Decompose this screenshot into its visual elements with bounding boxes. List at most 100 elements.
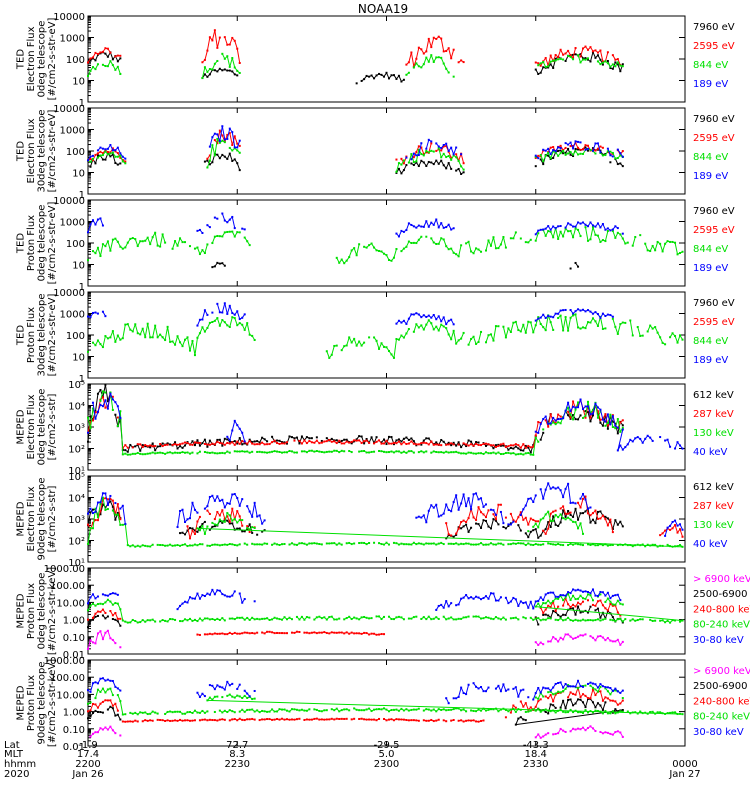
- data-segment: [403, 320, 407, 325]
- data-segment: [309, 440, 313, 443]
- data-segment: [622, 446, 626, 450]
- data-segment: [301, 436, 305, 441]
- data-segment: [189, 452, 193, 455]
- data-segment: [202, 521, 206, 525]
- data-segment: [478, 331, 482, 343]
- data-segment: [420, 325, 425, 330]
- data-segment: [440, 324, 444, 327]
- data-segment: [135, 545, 138, 548]
- data-segment: [102, 148, 106, 150]
- data-segment: [420, 49, 425, 54]
- data-segment: [550, 511, 554, 515]
- data-segment: [353, 247, 358, 256]
- data-segment: [411, 441, 415, 445]
- data-segment: [99, 389, 104, 397]
- data-segment: [542, 314, 547, 319]
- data-segment: [545, 230, 549, 237]
- data-point: [101, 63, 104, 66]
- data-segment: [231, 523, 236, 530]
- data-segment: [368, 75, 372, 78]
- data-segment: [555, 421, 559, 425]
- data-segment: [510, 521, 514, 525]
- data-segment: [488, 333, 492, 336]
- data-segment: [547, 152, 552, 159]
- data-segment: [197, 527, 201, 531]
- data-segment: [122, 505, 126, 525]
- data-segment: [545, 65, 549, 68]
- data-segment: [602, 327, 606, 330]
- data-segment: [408, 222, 412, 226]
- data-segment: [234, 440, 238, 444]
- data-segment: [152, 325, 156, 338]
- data-segment: [617, 418, 621, 432]
- data-segment: [112, 330, 116, 342]
- data-segment: [279, 451, 283, 454]
- data-segment: [538, 421, 541, 424]
- data-segment: [440, 146, 445, 151]
- data-segment: [326, 351, 330, 359]
- data-segment: [607, 148, 611, 156]
- data-segment: [570, 309, 574, 314]
- data-segment: [105, 149, 109, 153]
- data-segment: [604, 52, 609, 62]
- data-segment: [234, 147, 238, 151]
- data-segment: [458, 60, 462, 63]
- data-segment: [450, 49, 455, 59]
- data-segment: [177, 510, 181, 528]
- data-segment: [430, 54, 435, 63]
- data-segment: [401, 320, 405, 323]
- data-segment: [453, 495, 457, 503]
- data-segment: [540, 543, 544, 546]
- data-segment: [204, 451, 208, 454]
- data-segment: [614, 158, 619, 165]
- data-segment: [565, 50, 569, 54]
- data-segment: [261, 437, 265, 440]
- data-segment: [604, 150, 609, 156]
- data-segment: [562, 506, 567, 515]
- data-segment: [542, 514, 547, 519]
- data-segment: [259, 442, 263, 445]
- data-segment: [206, 160, 211, 165]
- data-segment: [192, 502, 196, 511]
- data-segment: [393, 338, 397, 358]
- data-segment: [125, 453, 128, 456]
- data-segment: [408, 52, 412, 63]
- data-segment: [664, 240, 668, 245]
- data-segment: [438, 148, 442, 158]
- data-segment: [617, 149, 621, 154]
- data-segment: [406, 72, 410, 76]
- data-segment: [109, 393, 114, 400]
- data-segment: [594, 511, 599, 524]
- data-segment: [321, 441, 325, 444]
- data-point: [457, 443, 460, 446]
- data-segment: [674, 242, 679, 255]
- data-segment: [234, 317, 238, 326]
- data-segment: [114, 503, 119, 515]
- data-segment: [619, 521, 624, 527]
- data-segment: [351, 440, 355, 444]
- data-segment: [423, 314, 427, 318]
- data-segment: [343, 260, 348, 264]
- data-segment: [662, 342, 666, 345]
- data-segment: [520, 509, 524, 516]
- data-segment: [197, 543, 201, 546]
- data-segment: [453, 147, 457, 155]
- data-segment: [219, 520, 223, 524]
- data-segment: [595, 403, 599, 408]
- data-segment: [438, 36, 442, 39]
- data-segment: [279, 543, 283, 546]
- data-segment: [338, 259, 343, 264]
- data-segment: [236, 510, 241, 517]
- data-segment: [565, 148, 569, 154]
- data-segment: [532, 495, 537, 503]
- data-segment: [421, 543, 424, 545]
- data-segment: [378, 250, 382, 252]
- data-segment: [114, 238, 119, 243]
- data-segment: [236, 162, 241, 171]
- data-segment: [413, 324, 417, 332]
- data-segment: [560, 490, 564, 498]
- data-segment: [677, 441, 681, 446]
- data-segment: [396, 438, 400, 441]
- data-segment: [547, 513, 552, 529]
- data-segment: [122, 324, 126, 339]
